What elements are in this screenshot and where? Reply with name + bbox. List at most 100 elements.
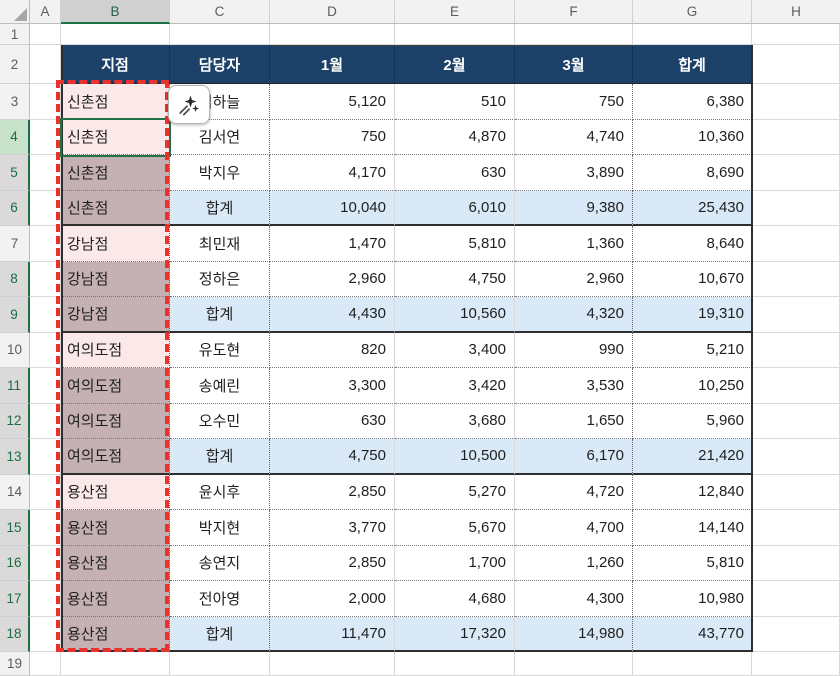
cell-A4[interactable] <box>30 119 61 155</box>
row-header-5[interactable]: 5 <box>0 155 30 191</box>
cell-F9[interactable]: 4,320 <box>515 297 633 333</box>
cell-E10[interactable]: 3,400 <box>395 332 515 368</box>
row-header-10[interactable]: 10 <box>0 332 30 368</box>
cell-C15[interactable]: 박지현 <box>170 510 270 546</box>
cell-A9[interactable] <box>30 297 61 333</box>
column-header-D[interactable]: D <box>270 0 395 24</box>
cell-B4[interactable]: 신촌점 <box>61 119 170 155</box>
cell-D19[interactable] <box>270 652 395 676</box>
cell-G9[interactable]: 19,310 <box>633 297 752 333</box>
cell-A16[interactable] <box>30 545 61 581</box>
cell-E13[interactable]: 10,500 <box>395 439 515 475</box>
cell-A12[interactable] <box>30 403 61 439</box>
cell-C11[interactable]: 송예린 <box>170 368 270 404</box>
cell-C16[interactable]: 송연지 <box>170 545 270 581</box>
header-cell-branch[interactable]: 지점 <box>61 45 170 84</box>
cell-B12[interactable]: 여의도점 <box>61 403 170 439</box>
cell-E6[interactable]: 6,010 <box>395 190 515 226</box>
cell-E19[interactable] <box>395 652 515 676</box>
cell-E4[interactable]: 4,870 <box>395 119 515 155</box>
cell-F6[interactable]: 9,380 <box>515 190 633 226</box>
cell-A1[interactable] <box>30 24 61 45</box>
cell-D3[interactable]: 5,120 <box>270 84 395 120</box>
cell-B7[interactable]: 강남점 <box>61 226 170 262</box>
cell-G3[interactable]: 6,380 <box>633 84 752 120</box>
column-header-F[interactable]: F <box>515 0 633 24</box>
cell-F8[interactable]: 2,960 <box>515 261 633 297</box>
cell-E1[interactable] <box>395 24 515 45</box>
header-cell-feb[interactable]: 2월 <box>395 45 515 84</box>
cell-F1[interactable] <box>515 24 633 45</box>
row-header-8[interactable]: 8 <box>0 261 30 297</box>
cell-C14[interactable]: 윤시후 <box>170 474 270 510</box>
row-header-12[interactable]: 12 <box>0 403 30 439</box>
cell-F17[interactable]: 4,300 <box>515 581 633 617</box>
cell-H6[interactable] <box>752 190 840 226</box>
cell-F14[interactable]: 4,720 <box>515 474 633 510</box>
cell-D11[interactable]: 3,300 <box>270 368 395 404</box>
cell-B6[interactable]: 신촌점 <box>61 190 170 226</box>
cell-C9[interactable]: 합계 <box>170 297 270 333</box>
cell-A19[interactable] <box>30 652 61 676</box>
cell-C17[interactable]: 전아영 <box>170 581 270 617</box>
cell-G5[interactable]: 8,690 <box>633 155 752 191</box>
cell-H9[interactable] <box>752 297 840 333</box>
cell-B19[interactable] <box>61 652 170 676</box>
cell-B17[interactable]: 용산점 <box>61 581 170 617</box>
row-header-2[interactable]: 2 <box>0 45 30 84</box>
cell-F10[interactable]: 990 <box>515 332 633 368</box>
column-header-C[interactable]: C <box>170 0 270 24</box>
cell-G15[interactable]: 14,140 <box>633 510 752 546</box>
row-header-7[interactable]: 7 <box>0 226 30 262</box>
cell-B5[interactable]: 신촌점 <box>61 155 170 191</box>
cell-D17[interactable]: 2,000 <box>270 581 395 617</box>
cell-E9[interactable]: 10,560 <box>395 297 515 333</box>
row-header-13[interactable]: 13 <box>0 439 30 475</box>
cell-F12[interactable]: 1,650 <box>515 403 633 439</box>
cell-D6[interactable]: 10,040 <box>270 190 395 226</box>
column-header-G[interactable]: G <box>633 0 752 24</box>
cell-E8[interactable]: 4,750 <box>395 261 515 297</box>
row-header-17[interactable]: 17 <box>0 581 30 617</box>
cell-C8[interactable]: 정하은 <box>170 261 270 297</box>
cell-E15[interactable]: 5,670 <box>395 510 515 546</box>
cell-F3[interactable]: 750 <box>515 84 633 120</box>
cell-G12[interactable]: 5,960 <box>633 403 752 439</box>
cell-E5[interactable]: 630 <box>395 155 515 191</box>
cell-D14[interactable]: 2,850 <box>270 474 395 510</box>
row-header-3[interactable]: 3 <box>0 84 30 120</box>
cell-B8[interactable]: 강남점 <box>61 261 170 297</box>
cell-F15[interactable]: 4,700 <box>515 510 633 546</box>
header-cell-jan[interactable]: 1월 <box>270 45 395 84</box>
cell-G13[interactable]: 21,420 <box>633 439 752 475</box>
cell-H11[interactable] <box>752 368 840 404</box>
cell-A6[interactable] <box>30 190 61 226</box>
cell-G17[interactable]: 10,980 <box>633 581 752 617</box>
cell-H18[interactable] <box>752 616 840 652</box>
cell-C13[interactable]: 합계 <box>170 439 270 475</box>
cell-D1[interactable] <box>270 24 395 45</box>
cell-E12[interactable]: 3,680 <box>395 403 515 439</box>
cell-G7[interactable]: 8,640 <box>633 226 752 262</box>
row-header-16[interactable]: 16 <box>0 545 30 581</box>
cell-H7[interactable] <box>752 226 840 262</box>
cell-D5[interactable]: 4,170 <box>270 155 395 191</box>
header-cell-total[interactable]: 합계 <box>633 45 752 84</box>
cell-H19[interactable] <box>752 652 840 676</box>
row-header-1[interactable]: 1 <box>0 24 30 45</box>
column-header-B[interactable]: B <box>61 0 170 24</box>
cell-E18[interactable]: 17,320 <box>395 616 515 652</box>
cell-E3[interactable]: 510 <box>395 84 515 120</box>
cell-B16[interactable]: 용산점 <box>61 545 170 581</box>
cell-A15[interactable] <box>30 510 61 546</box>
cell-F4[interactable]: 4,740 <box>515 119 633 155</box>
cell-G4[interactable]: 10,360 <box>633 119 752 155</box>
cell-E16[interactable]: 1,700 <box>395 545 515 581</box>
row-header-19[interactable]: 19 <box>0 652 30 676</box>
cell-H14[interactable] <box>752 474 840 510</box>
cell-D7[interactable]: 1,470 <box>270 226 395 262</box>
cell-G6[interactable]: 25,430 <box>633 190 752 226</box>
row-header-6[interactable]: 6 <box>0 190 30 226</box>
cell-B1[interactable] <box>61 24 170 45</box>
cell-A17[interactable] <box>30 581 61 617</box>
